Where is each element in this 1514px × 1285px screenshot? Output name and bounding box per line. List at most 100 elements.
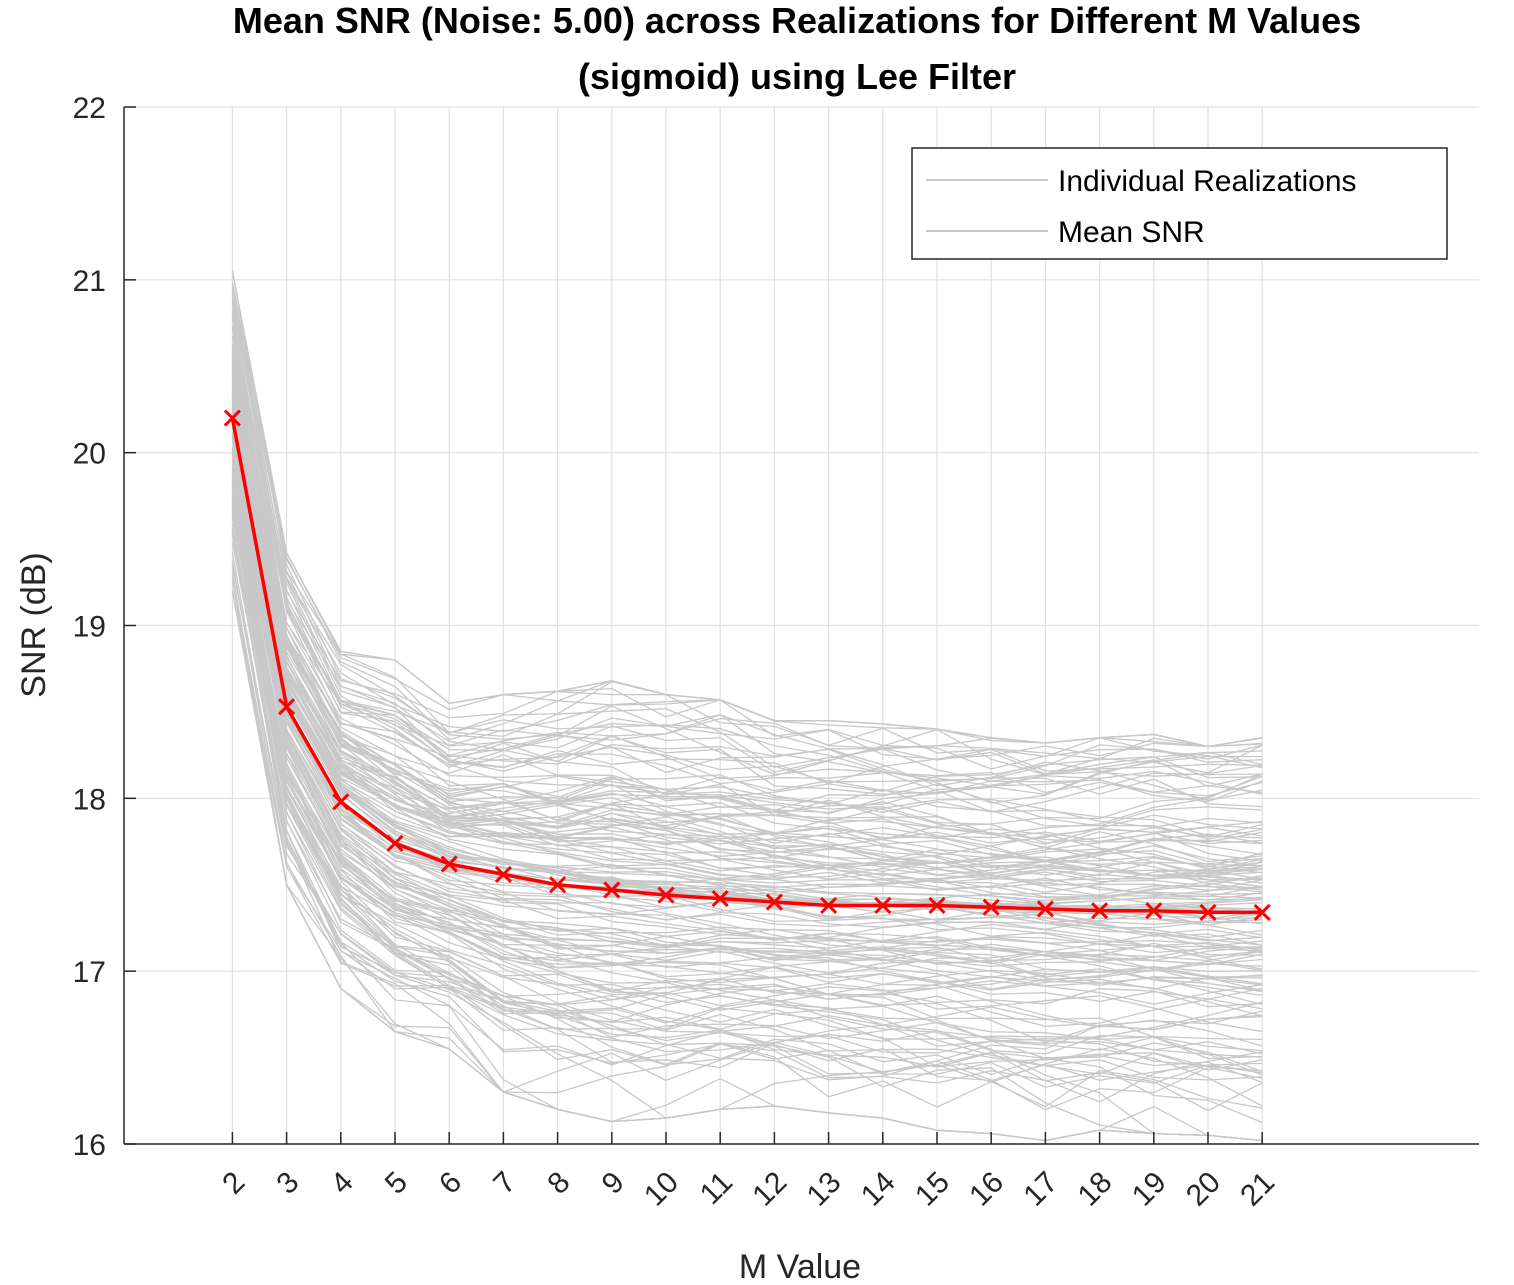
x-tick-label: 11 <box>694 1166 739 1211</box>
x-tick-label: 3 <box>270 1166 305 1201</box>
realization-line <box>231 401 1263 910</box>
realization-line <box>231 529 1263 1040</box>
realization-line <box>231 373 1263 897</box>
realization-line <box>231 396 1263 876</box>
realization-line <box>231 410 1263 901</box>
realization-line <box>231 380 1263 874</box>
realization-line <box>231 449 1263 1010</box>
realization-line <box>231 304 1263 775</box>
realization-line <box>231 336 1263 772</box>
mean-snr-point <box>874 896 892 915</box>
realization-line <box>231 502 1263 1142</box>
y-tick-label: 19 <box>73 611 106 644</box>
realization-line <box>231 271 1263 795</box>
realization-line <box>231 435 1263 939</box>
mean-snr-line <box>230 417 1263 915</box>
mean-snr-point <box>711 890 729 908</box>
mean-snr-point <box>223 409 241 427</box>
realization-line <box>231 542 1263 1124</box>
y-tick-label: 20 <box>73 438 106 471</box>
realization-line <box>231 370 1263 910</box>
realization-line <box>231 393 1263 877</box>
realization-line <box>231 565 1263 1119</box>
x-tick-label: 15 <box>909 1166 956 1213</box>
realization-line <box>231 293 1263 748</box>
y-tick-label: 17 <box>73 956 106 989</box>
x-tick-label: 18 <box>1072 1166 1119 1213</box>
realization-line <box>231 282 1263 769</box>
y-tick-label: 16 <box>73 1129 106 1162</box>
realization-line <box>231 421 1263 913</box>
x-tick-label: 4 <box>325 1166 360 1201</box>
x-tick-label: 7 <box>487 1166 522 1201</box>
mean-snr-point <box>928 896 946 915</box>
realization-line <box>231 361 1263 844</box>
realization-line <box>231 343 1263 813</box>
realization-line <box>231 501 1263 1011</box>
x-tick-label: 20 <box>1180 1166 1227 1213</box>
x-tick-label: 8 <box>541 1166 576 1201</box>
x-tick-label: 17 <box>1017 1166 1064 1213</box>
individual-realizations <box>231 271 1263 1142</box>
realization-line <box>231 468 1263 949</box>
chart-title-line1: Mean SNR (Noise: 5.00) across Realizatio… <box>233 0 1361 41</box>
realization-line <box>231 299 1263 773</box>
realization-line <box>231 433 1263 926</box>
mean-snr-point <box>1036 900 1054 918</box>
realization-line <box>231 473 1263 978</box>
realization-line <box>231 380 1263 887</box>
realization-line <box>231 343 1263 855</box>
realization-line <box>231 420 1263 942</box>
realization-line <box>231 293 1263 748</box>
realization-line <box>231 532 1263 1066</box>
realization-line <box>231 461 1263 970</box>
x-tick-label: 12 <box>746 1166 793 1213</box>
realization-line <box>231 392 1263 906</box>
mean-snr-point <box>657 886 675 904</box>
x-tick-label: 10 <box>638 1166 685 1213</box>
chart-title: Mean SNR (Noise: 5.00) across Realizatio… <box>233 0 1361 97</box>
realization-line <box>231 327 1263 804</box>
x-tick-label: 13 <box>801 1166 848 1213</box>
realization-line <box>231 507 1263 1084</box>
mean-snr-point <box>1091 902 1109 920</box>
y-axis-label: SNR (dB) <box>15 552 53 697</box>
x-tick-label: 6 <box>433 1166 468 1201</box>
realization-line <box>231 482 1263 966</box>
realization-line <box>231 471 1263 1055</box>
realization-line <box>231 328 1263 785</box>
x-tick-label: 16 <box>963 1166 1010 1213</box>
realization-line <box>231 564 1263 1103</box>
x-tick-label: 14 <box>855 1166 902 1213</box>
legend-realizations-label: Individual Realizations <box>1058 165 1357 198</box>
realization-line <box>231 350 1263 881</box>
realization-line <box>231 502 1263 1112</box>
realization-line <box>231 325 1263 839</box>
realization-line <box>231 590 1263 1142</box>
realization-line <box>231 420 1263 921</box>
mean-snr-point <box>1145 902 1163 920</box>
x-tick-label: 19 <box>1126 1166 1173 1213</box>
realization-line <box>231 512 1263 1072</box>
realization-line <box>231 523 1263 1058</box>
realization-line <box>231 290 1263 748</box>
realization-line <box>231 507 1263 1033</box>
legend-box <box>911 147 1448 260</box>
realization-line <box>231 450 1263 957</box>
realization-line <box>231 393 1263 857</box>
realization-line <box>231 447 1263 948</box>
realization-line <box>231 437 1263 993</box>
realization-line <box>231 364 1263 884</box>
realization-line <box>231 374 1263 884</box>
realization-line <box>231 298 1263 843</box>
realization-line <box>231 483 1263 1006</box>
y-tick-label: 21 <box>73 265 106 298</box>
mean-snr-point <box>494 865 512 883</box>
realization-line <box>231 375 1263 893</box>
realization-line <box>231 435 1263 978</box>
realization-line <box>231 531 1263 1142</box>
realization-line <box>231 497 1263 1027</box>
chart-title-line2: (sigmoid) using Lee Filter <box>578 56 1016 97</box>
x-tick-label: 9 <box>596 1166 631 1201</box>
